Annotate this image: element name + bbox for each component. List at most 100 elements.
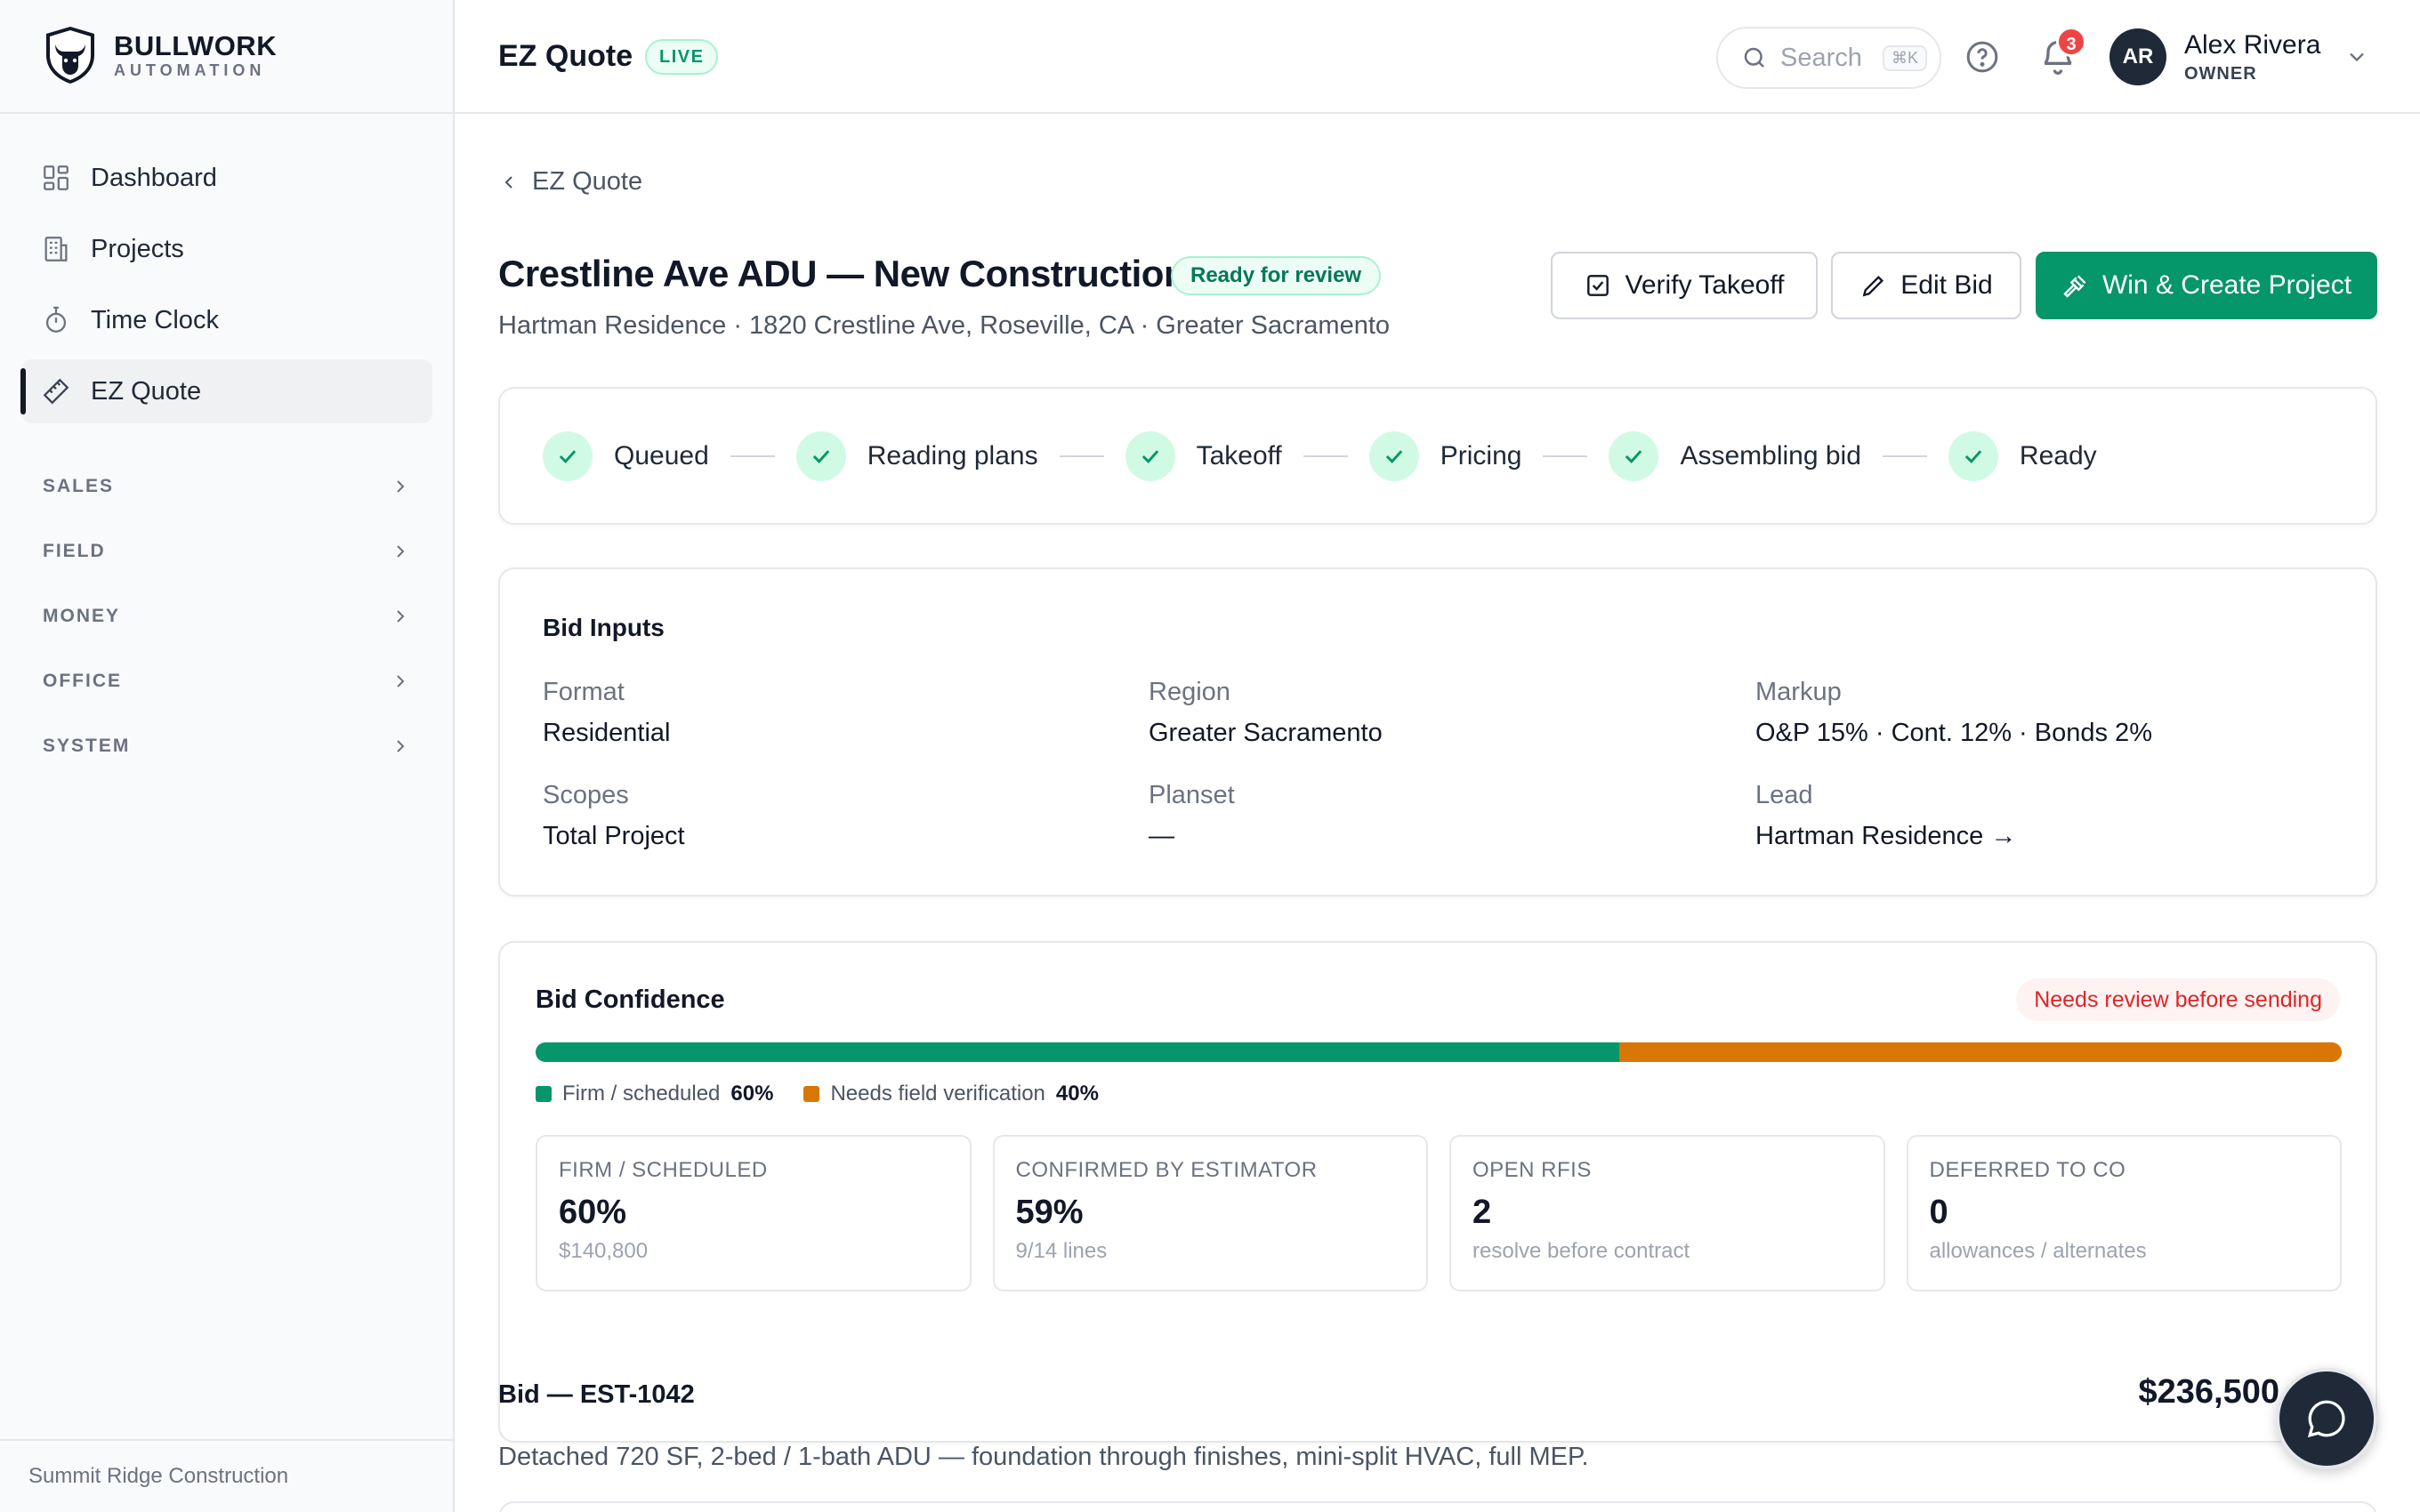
stat-label: CONFIRMED BY ESTIMATOR [1015, 1158, 1318, 1182]
confidence-bar [536, 1042, 2342, 1062]
bid-description: Detached 720 SF, 2-bed / 1-bath ADU — fo… [498, 1443, 1589, 1471]
field-label: Planset [1149, 781, 1235, 809]
stat-label: FIRM / SCHEDULED [559, 1158, 768, 1182]
legend-label: Firm / scheduled [562, 1082, 721, 1106]
sidebar-section-money[interactable]: MONEY [21, 583, 432, 648]
notification-badge: 3 [2056, 27, 2086, 57]
chevron-right-icon [397, 479, 405, 493]
brand-sub: AUTOMATION [114, 61, 266, 79]
help-icon[interactable] [1964, 39, 2000, 75]
search-input[interactable]: Search ⌘K [1716, 27, 1941, 89]
stat-value: 60% [559, 1194, 627, 1231]
stat-open-rfis: OPEN RFIS 2 resolve before contract [1449, 1135, 1885, 1291]
sidebar-item-dashboard[interactable]: Dashboard [21, 146, 432, 210]
sidebar-item-ez-quote[interactable]: EZ Quote [20, 359, 432, 423]
search-shortcut: ⌘K [1882, 44, 1927, 71]
step-label: Takeoff [1196, 440, 1282, 470]
stat-value: 59% [1015, 1194, 1084, 1231]
status-badge: Ready for review [1171, 256, 1382, 295]
field-label: Scopes [543, 781, 629, 809]
breadcrumb-label: EZ Quote [532, 167, 643, 196]
section-label: MONEY [43, 605, 121, 626]
verify-takeoff-button[interactable]: Verify Takeoff [1551, 252, 1818, 319]
lead-link[interactable]: Hartman Residence → [1755, 822, 2017, 850]
chat-button[interactable] [2276, 1368, 2377, 1469]
breadcrumb[interactable]: EZ Quote [498, 167, 642, 197]
step-label: Reading plans [867, 440, 1038, 470]
step-takeoff: Takeoff [1125, 430, 1282, 481]
step-assembling-bid: Assembling bid [1609, 430, 1861, 481]
page-subtitle: Hartman Residence · 1820 Crestline Ave, … [498, 311, 1391, 340]
sidebar-item-projects[interactable]: Projects [21, 217, 432, 281]
chevron-right-icon [397, 739, 405, 752]
check-icon [1141, 449, 1158, 463]
field-label: Format [543, 678, 625, 706]
stat-label: DEFERRED TO CO [1929, 1158, 2126, 1182]
chevron-right-icon [397, 609, 405, 623]
chevron-down-icon[interactable] [2344, 44, 2369, 69]
stat-label: OPEN RFIS [1472, 1158, 1592, 1182]
edit-bid-button[interactable]: Edit Bid [1831, 252, 2021, 319]
legend-swatch-needs [803, 1086, 820, 1102]
legend-swatch-firm [536, 1086, 552, 1102]
user-role: OWNER [2184, 64, 2257, 84]
legend-needs: Needs field verification 40% [803, 1082, 1099, 1106]
stopwatch-icon [45, 306, 67, 333]
step-connector [1882, 454, 1927, 457]
avatar[interactable]: AR [2109, 28, 2166, 85]
confidence-stats: FIRM / SCHEDULED 60% $140,800 CONFIRMED … [536, 1135, 2342, 1291]
step-label: Queued [614, 440, 709, 470]
win-create-project-button[interactable]: Win & Create Project [2036, 252, 2377, 319]
review-warning-badge: Needs review before sending [2016, 978, 2340, 1021]
gavel-icon [2063, 275, 2086, 298]
button-label: Win & Create Project [2101, 270, 2352, 300]
field-region: Region Greater Sacramento [1149, 676, 1383, 751]
bid-lines-card [498, 1501, 2377, 1512]
pencil-icon [1862, 275, 1884, 297]
sidebar-footer-company: Summit Ridge Construction [0, 1439, 453, 1512]
legend-label: Needs field verification [830, 1082, 1045, 1106]
step-connector [730, 454, 775, 457]
step-pricing: Pricing [1368, 430, 1521, 481]
field-label: Lead [1755, 781, 1813, 809]
sidebar-section-system[interactable]: SYSTEM [21, 713, 432, 778]
search-icon [1744, 47, 1764, 68]
sidebar-item-label: Projects [91, 234, 184, 263]
button-label: Edit Bid [1900, 270, 1993, 300]
field-format: Format Residential [543, 676, 670, 751]
step-ready: Ready [1948, 430, 2097, 481]
ruler-icon [43, 378, 69, 405]
stat-sub: resolve before contract [1472, 1239, 1690, 1263]
button-label: Verify Takeoff [1625, 270, 1785, 300]
field-value: Greater Sacramento [1149, 719, 1383, 747]
field-markup: Markup O&P 15% · Cont. 12% · Bonds 2% [1755, 676, 2152, 751]
bid-confidence-card: Bid Confidence Needs review before sendi… [498, 941, 2377, 1443]
sidebar-item-time-clock[interactable]: Time Clock [21, 288, 432, 352]
confidence-legend: Firm / scheduled 60% Needs field verific… [536, 1082, 1099, 1106]
section-label: SYSTEM [43, 735, 131, 756]
field-value: O&P 15% · Cont. 12% · Bonds 2% [1755, 719, 2152, 747]
user-name[interactable]: Alex Rivera [2184, 30, 2321, 60]
step-connector [1303, 454, 1348, 457]
field-scopes: Scopes Total Project [543, 779, 685, 854]
chevron-right-icon [397, 544, 405, 558]
bell-icon[interactable] [2038, 37, 2077, 76]
check-icon [812, 449, 830, 463]
sidebar-section-sales[interactable]: SALES [21, 454, 432, 519]
step-reading-plans: Reading plans [795, 430, 1038, 481]
search-placeholder: Search [1780, 43, 1862, 72]
stat-sub: 9/14 lines [1015, 1239, 1108, 1263]
sidebar-section-field[interactable]: FIELD [21, 519, 432, 583]
sidebar-item-label: Dashboard [91, 163, 217, 192]
brand-logo[interactable]: BULLWORK AUTOMATION [43, 25, 277, 85]
step-connector [1059, 454, 1104, 457]
legend-value: 60% [730, 1082, 774, 1106]
bid-inputs-title: Bid Inputs [543, 614, 665, 641]
sidebar-section-office[interactable]: OFFICE [21, 648, 432, 713]
bid-inputs-card: Bid Inputs Format Residential Region Gre… [498, 567, 2377, 897]
step-connector [1543, 454, 1588, 457]
step-queued: Queued [543, 430, 709, 481]
confidence-bar-needs [1619, 1042, 2342, 1062]
sidebar-nav: Dashboard Projects Time Clock EZ Quote [20, 146, 432, 430]
